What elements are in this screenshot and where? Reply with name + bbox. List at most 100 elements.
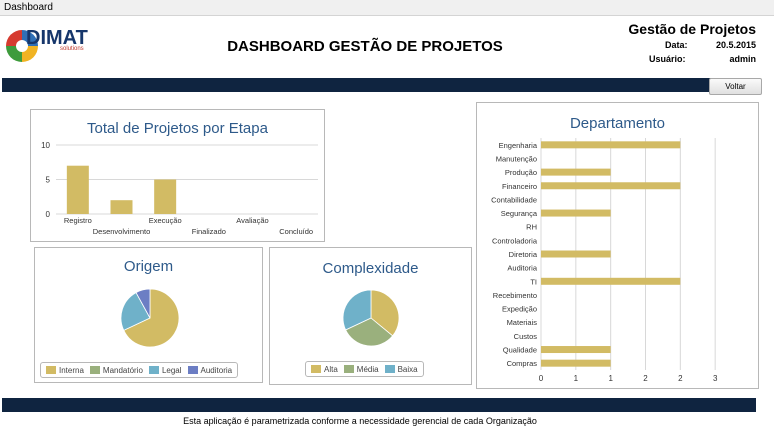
legend-label: Baixa bbox=[397, 364, 418, 374]
back-button[interactable]: Voltar bbox=[709, 78, 762, 95]
legend-label: Alta bbox=[324, 364, 338, 374]
bar bbox=[541, 182, 681, 190]
bar bbox=[541, 277, 681, 285]
date-value: 20.5.2015 bbox=[715, 40, 756, 50]
legend-label: Legal bbox=[161, 365, 182, 375]
pie-slice bbox=[345, 317, 394, 347]
panel-department: Departamento 0 1 1 2 2 3 Engenharia Manutenção P… bbox=[476, 102, 759, 389]
bar bbox=[154, 179, 177, 214]
user-value: admin bbox=[729, 54, 756, 64]
y-tick-label: Manutenção bbox=[496, 154, 537, 163]
bar bbox=[541, 209, 611, 217]
x-tick-label: 1 bbox=[574, 374, 579, 383]
complexity-chart bbox=[342, 289, 400, 347]
logo-globe-icon bbox=[6, 30, 38, 62]
x-tick-label: Avaliação bbox=[236, 216, 268, 225]
origin-legend: Interna Mandatório Legal Auditoria bbox=[40, 362, 239, 378]
origin-chart bbox=[120, 288, 180, 348]
bar bbox=[541, 141, 681, 149]
y-tick-label: TI bbox=[530, 277, 537, 286]
app-title: Gestão de Projetos bbox=[628, 21, 756, 37]
y-tick-label: Materiais bbox=[507, 318, 538, 327]
y-tick-label: 10 bbox=[41, 141, 50, 150]
y-tick-label: Contabilidade bbox=[491, 195, 537, 204]
legend-label: Mandatório bbox=[102, 365, 143, 375]
x-tick-label: 0 bbox=[539, 374, 544, 383]
y-tick-label: Financeiro bbox=[502, 182, 537, 191]
window-titlebar: Dashboard bbox=[0, 0, 774, 16]
x-tick-label: 2 bbox=[643, 374, 648, 383]
pie-slice bbox=[370, 289, 400, 337]
legend-swatch bbox=[384, 365, 395, 373]
y-tick-label: Compras bbox=[507, 359, 538, 368]
y-tick-label: Diretoria bbox=[509, 250, 538, 259]
y-tick-label: Segurança bbox=[501, 209, 538, 218]
x-tick-label: Desenvolvimento bbox=[93, 227, 151, 236]
legend-swatch bbox=[89, 366, 100, 374]
y-tick-label: RH bbox=[526, 223, 537, 232]
y-tick-label: Engenharia bbox=[499, 141, 538, 150]
pie-slice bbox=[123, 288, 180, 348]
x-tick-label: 2 bbox=[678, 374, 683, 383]
footer-divider bbox=[2, 398, 756, 412]
y-tick-label: Expedição bbox=[502, 305, 537, 314]
page-title: DASHBOARD GESTÃO DE PROJETOS bbox=[227, 38, 503, 55]
footer-text: Esta aplicação é parametrizada conforme … bbox=[183, 416, 537, 426]
legend-label: Média bbox=[356, 364, 379, 374]
y-tick-label: Auditoria bbox=[507, 264, 537, 273]
legend-item: Legal bbox=[148, 365, 182, 375]
user-label: Usuário: bbox=[649, 54, 686, 64]
legend-swatch bbox=[343, 365, 354, 373]
bar bbox=[541, 359, 611, 367]
panel-projects-by-stage: Total de Projetos por Etapa 0 5 10 Registro… bbox=[30, 109, 325, 242]
bar bbox=[110, 200, 133, 214]
logo-text: DIMAT bbox=[26, 27, 88, 49]
panel-complexity: Complexidade Alta Média Baixa bbox=[269, 247, 472, 385]
chart-title-origin: Origem bbox=[123, 258, 174, 275]
bar bbox=[541, 168, 611, 176]
window-title: Dashboard bbox=[4, 2, 53, 13]
y-tick-label: Produção bbox=[505, 168, 537, 177]
x-tick-label: 3 bbox=[713, 374, 718, 383]
x-tick-label: Finalizado bbox=[192, 227, 226, 236]
panel-origin: Origem Interna Mandatório Legal Auditori… bbox=[34, 247, 263, 383]
legend-swatch bbox=[187, 366, 198, 374]
chart-title-complexity: Complexidade bbox=[322, 260, 419, 277]
legend-label: Interna bbox=[59, 365, 84, 375]
y-tick-label: Qualidade bbox=[503, 346, 537, 355]
department-chart: 0 1 1 2 2 3 Engenharia Manutenção Produção Financ… bbox=[491, 138, 718, 383]
bar bbox=[541, 346, 611, 354]
legend-item: Auditoria bbox=[187, 365, 233, 375]
legend-item: Baixa bbox=[384, 364, 418, 374]
legend-swatch bbox=[148, 366, 159, 374]
x-tick-label: Registro bbox=[64, 216, 92, 225]
legend-item: Média bbox=[343, 364, 379, 374]
company-logo: DIMAT solutions bbox=[6, 27, 88, 62]
bar bbox=[66, 165, 89, 214]
y-tick-label: 5 bbox=[46, 176, 51, 185]
pie-slice bbox=[342, 289, 372, 331]
chart-title-department: Departamento bbox=[569, 115, 666, 132]
pie-slice bbox=[120, 292, 151, 331]
x-tick-label: 1 bbox=[608, 374, 613, 383]
header-divider bbox=[2, 78, 756, 92]
legend-swatch bbox=[311, 365, 321, 373]
bar bbox=[541, 250, 611, 258]
x-tick-label: Execução bbox=[149, 216, 182, 225]
legend-item: Mandatório bbox=[89, 365, 143, 375]
legend-label: Auditoria bbox=[200, 365, 233, 375]
y-tick-label: 0 bbox=[46, 210, 51, 219]
complexity-legend: Alta Média Baixa bbox=[305, 361, 424, 377]
y-tick-label: Custos bbox=[514, 332, 538, 341]
x-tick-label: Concluído bbox=[279, 227, 313, 236]
logo-subtext: solutions bbox=[60, 46, 84, 52]
date-label: Data: bbox=[665, 40, 688, 50]
legend-item: Alta bbox=[311, 365, 338, 374]
chart-title-stage: Total de Projetos por Etapa bbox=[87, 120, 268, 137]
y-tick-label: Controladoria bbox=[492, 236, 538, 245]
legend-swatch bbox=[46, 366, 56, 374]
y-tick-label: Recebimento bbox=[493, 291, 537, 300]
legend-item: Interna bbox=[46, 366, 84, 375]
pie-slice bbox=[135, 288, 151, 319]
